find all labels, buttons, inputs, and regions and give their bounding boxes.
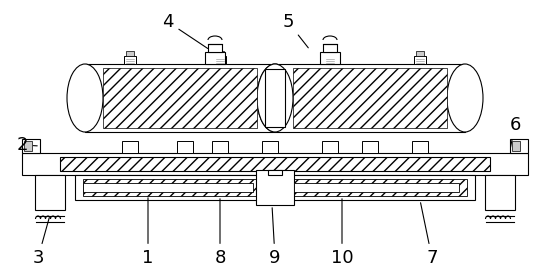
- Ellipse shape: [257, 64, 293, 132]
- Ellipse shape: [257, 64, 293, 132]
- Bar: [216, 51, 224, 56]
- Bar: [214, 56, 226, 64]
- Bar: [212, 141, 228, 153]
- Bar: [485, 175, 515, 210]
- Bar: [122, 141, 138, 153]
- Bar: [75, 175, 475, 200]
- Bar: [205, 52, 225, 64]
- Bar: [265, 69, 285, 127]
- Text: 1: 1: [142, 198, 153, 267]
- Bar: [24, 141, 32, 151]
- Bar: [85, 64, 275, 132]
- Bar: [268, 170, 282, 175]
- Bar: [362, 141, 378, 153]
- Ellipse shape: [447, 64, 483, 132]
- Bar: [293, 68, 447, 128]
- Text: 6: 6: [509, 116, 521, 147]
- Bar: [323, 44, 337, 52]
- Text: 8: 8: [214, 199, 225, 267]
- Text: 5: 5: [282, 13, 309, 48]
- Bar: [416, 51, 424, 56]
- Text: 10: 10: [331, 199, 353, 267]
- Text: 7: 7: [421, 203, 438, 267]
- Bar: [35, 175, 65, 210]
- Bar: [412, 141, 428, 153]
- Bar: [256, 170, 294, 205]
- Bar: [83, 183, 253, 192]
- Text: 2: 2: [16, 136, 37, 154]
- Bar: [294, 183, 459, 192]
- Bar: [324, 56, 336, 64]
- Bar: [60, 157, 490, 171]
- Bar: [326, 51, 334, 56]
- Bar: [22, 139, 40, 153]
- Text: 3: 3: [32, 218, 50, 267]
- Bar: [320, 52, 340, 64]
- Bar: [124, 56, 136, 64]
- Bar: [275, 64, 465, 132]
- Bar: [322, 141, 338, 153]
- Bar: [512, 141, 520, 151]
- Bar: [510, 139, 528, 153]
- Bar: [126, 51, 134, 56]
- Bar: [414, 56, 426, 64]
- Bar: [22, 153, 528, 175]
- Bar: [177, 141, 193, 153]
- Text: 9: 9: [270, 208, 280, 267]
- Ellipse shape: [67, 64, 103, 132]
- Text: 4: 4: [162, 13, 208, 48]
- Bar: [262, 141, 278, 153]
- Bar: [83, 179, 467, 196]
- Bar: [208, 44, 222, 52]
- Bar: [103, 68, 257, 128]
